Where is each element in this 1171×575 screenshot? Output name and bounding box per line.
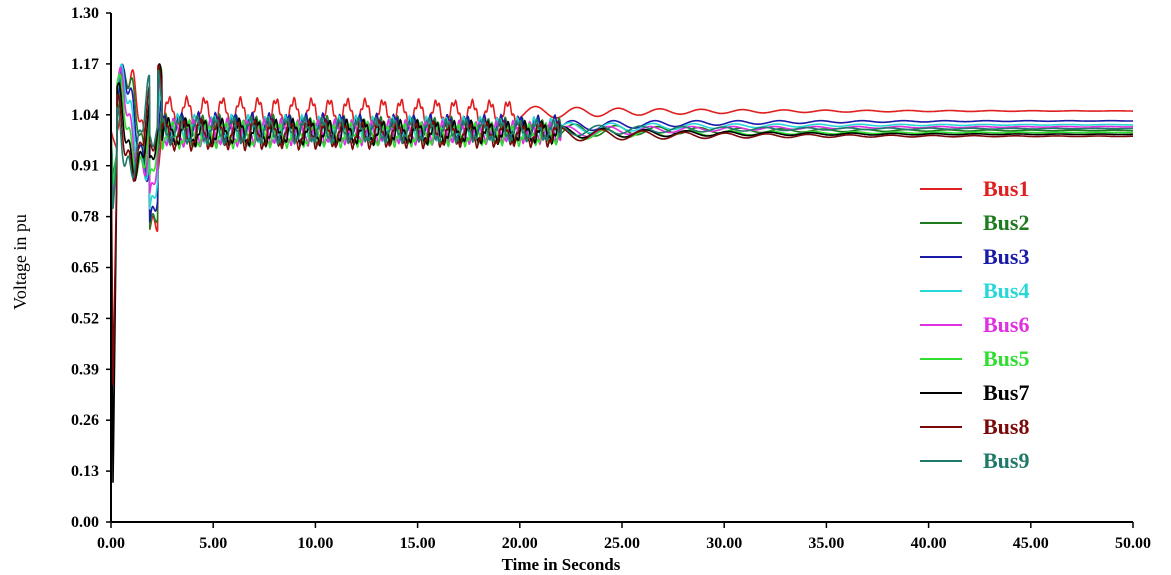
legend-label-bus2: Bus2 [983,210,1029,235]
x-tick-label: 15.00 [400,535,436,552]
x-tick-label: 30.00 [706,535,742,552]
x-tick-label: 35.00 [808,535,844,552]
x-tick-label: 0.00 [97,535,125,552]
x-tick-label: 40.00 [911,535,947,552]
legend-label-bus9: Bus9 [983,448,1029,473]
x-tick-label: 25.00 [604,535,640,552]
legend-label-bus4: Bus4 [983,278,1029,303]
legend-label-bus1: Bus1 [983,176,1029,201]
y-tick-label: 0.26 [71,412,99,429]
y-tick-label: 0.91 [71,158,99,175]
x-tick-label: 45.00 [1013,535,1049,552]
y-tick-label: 0.00 [71,514,99,531]
legend-label-bus7: Bus7 [983,380,1029,405]
series-line-bus6 [110,66,1133,201]
y-axis-label: Voltage in pu [10,214,30,310]
series-line-bus1 [110,68,1133,233]
y-tick-label: 0.65 [71,260,99,277]
series-line-bus9 [110,69,1133,209]
y-tick-label: 0.78 [71,209,99,226]
y-tick-label: 1.30 [71,5,99,22]
series-line-bus7 [110,63,1133,483]
legend-label-bus8: Bus8 [983,414,1029,439]
series-lines [110,63,1133,483]
x-tick-label: 5.00 [199,535,227,552]
legend-label-bus3: Bus3 [983,244,1029,269]
y-tick-label: 0.13 [71,463,99,480]
y-ticks: 0.00 0.13 0.26 0.39 0.52 0.65 0.78 0.91 1.04 1.17… [71,5,111,531]
y-tick-label: 1.04 [71,107,99,124]
y-tick-label: 1.17 [71,56,99,73]
y-tick-label: 0.39 [71,361,99,378]
legend-label-bus5: Bus5 [983,346,1029,371]
series-line-bus2 [110,66,1133,230]
y-tick-label: 0.52 [71,310,99,327]
x-ticks: 0.00 5.00 10.00 15.00 20.00 25.00 30.00 35.00 40… [97,522,1151,552]
series-line-bus8 [110,64,1133,386]
x-tick-label: 10.00 [297,535,333,552]
x-tick-label: 20.00 [502,535,538,552]
legend: Bus1 Bus2 Bus3 Bus4 Bus6 Bus5 Bus7 Bus8 Bus9 [920,176,1029,473]
x-tick-label: 50.00 [1115,535,1151,552]
x-axis-label: Time in Seconds [502,555,621,574]
legend-label-bus6: Bus6 [983,312,1029,337]
